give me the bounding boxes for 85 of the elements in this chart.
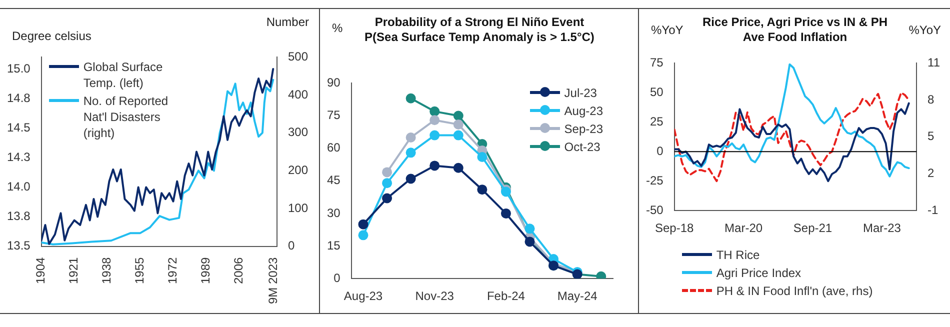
y2-tick-label: 300 — [288, 125, 308, 140]
y2-axis-title: %YoY — [908, 23, 941, 37]
y-axis-title: Degree celsius — [12, 29, 92, 43]
y2-tick-label: 200 — [288, 162, 308, 177]
y2-tick-label: -1 — [928, 202, 939, 217]
point — [430, 106, 440, 116]
legend-label: Oct-23 — [564, 139, 600, 156]
y-tick-label: 50 — [650, 84, 664, 99]
point — [477, 152, 488, 162]
y2-tick-label: 500 — [288, 50, 308, 64]
y2-tick-label: 2 — [928, 166, 935, 180]
y-tick-label: 15 — [326, 238, 341, 252]
legend-label: PH & IN Food Infl'n (ave, rhs) — [716, 283, 873, 299]
y-tick-label: 14.3 — [6, 150, 31, 164]
y-tick-label: 14.8 — [6, 90, 31, 105]
point — [524, 224, 535, 234]
point — [382, 167, 392, 178]
y-tick-label: 0 — [334, 270, 341, 285]
y-tick-label: 90 — [326, 76, 341, 90]
x-tick-label: Nov-23 — [415, 289, 454, 304]
point — [477, 184, 488, 195]
point — [453, 119, 464, 130]
y-tick-label: 0 — [656, 144, 664, 158]
legend-label: Jul-23 — [564, 85, 597, 102]
point — [500, 208, 511, 218]
point — [406, 132, 416, 142]
x-tick-label: Mar-20 — [724, 221, 763, 236]
y-tick-label: 45 — [326, 173, 341, 188]
legend-label: Aug-23 — [564, 103, 603, 120]
y2-tick-label: 100 — [288, 200, 308, 215]
x-tick-label: Feb-24 — [486, 289, 526, 304]
y-tick-label: 60 — [326, 140, 341, 155]
legend-label: Global Surface Temp. (left) — [83, 59, 164, 92]
y-tick-label: 15.0 — [6, 61, 31, 76]
x-tick-label: 1904 — [34, 256, 48, 284]
x-tick-label: 1938 — [100, 256, 114, 284]
point — [406, 174, 416, 184]
x-tick-label: Sep-18 — [654, 221, 694, 236]
y2-tick-label: 5 — [928, 129, 935, 144]
x-tick-label: 1921 — [66, 256, 81, 284]
legend-label: No. of Reported Nat'l Disasters (right) — [83, 93, 170, 142]
point — [430, 160, 440, 171]
y2-tick-label: 0 — [288, 238, 295, 253]
legend-label: TH Rice — [716, 247, 760, 263]
point — [453, 162, 464, 173]
point — [358, 230, 368, 240]
chart-title: Probability of a Strong El Niño Event P(Sea Surface Temp Anomaly is > 1.5°C) — [364, 14, 596, 45]
y2-tick-label: 400 — [288, 87, 308, 102]
y-tick-label: 14.5 — [6, 120, 31, 134]
y-tick-label: 13.8 — [6, 209, 31, 224]
x-tick-label: 1972 — [166, 256, 180, 284]
chart-title: Rice Price, Agri Price vs IN & PH Ave Food Inflation — [702, 14, 888, 45]
point — [406, 93, 416, 104]
legend-label: Sep-23 — [564, 121, 603, 138]
y-tick-label: 25 — [650, 114, 664, 128]
y-tick-label: 13.5 — [6, 238, 31, 253]
legend-label: Agri Price Index — [716, 265, 802, 281]
y-axis-title: %YoY — [651, 23, 684, 37]
point — [406, 148, 416, 158]
y-tick-label: 14.0 — [6, 180, 31, 194]
point — [524, 236, 535, 247]
y-tick-label: 75 — [326, 108, 341, 122]
x-tick-label: Aug-23 — [344, 289, 383, 304]
point — [430, 130, 440, 140]
x-tick-label: 9M 2023 — [266, 256, 280, 304]
y-axis-title: % — [332, 21, 343, 35]
y-tick-label: -25 — [646, 173, 664, 188]
x-tick-label: 1989 — [198, 256, 213, 284]
point — [430, 115, 440, 126]
y-tick-label: -50 — [646, 202, 664, 217]
y-tick-label: 30 — [326, 206, 341, 220]
point — [453, 130, 464, 140]
x-tick-label: Sep-21 — [793, 221, 832, 236]
x-tick-label: May-24 — [557, 289, 598, 304]
y2-tick-label: 8 — [928, 92, 935, 106]
x-tick-label: Mar-23 — [862, 221, 902, 236]
point — [358, 219, 368, 230]
x-tick-label: 2006 — [231, 256, 246, 284]
point — [382, 193, 392, 204]
point — [453, 110, 464, 121]
x-tick-label: 1955 — [132, 256, 147, 284]
point — [382, 178, 392, 188]
y-tick-label: 75 — [650, 56, 664, 70]
y2-tick-label: 11 — [928, 56, 940, 70]
y2-axis-title: Number — [266, 15, 309, 29]
